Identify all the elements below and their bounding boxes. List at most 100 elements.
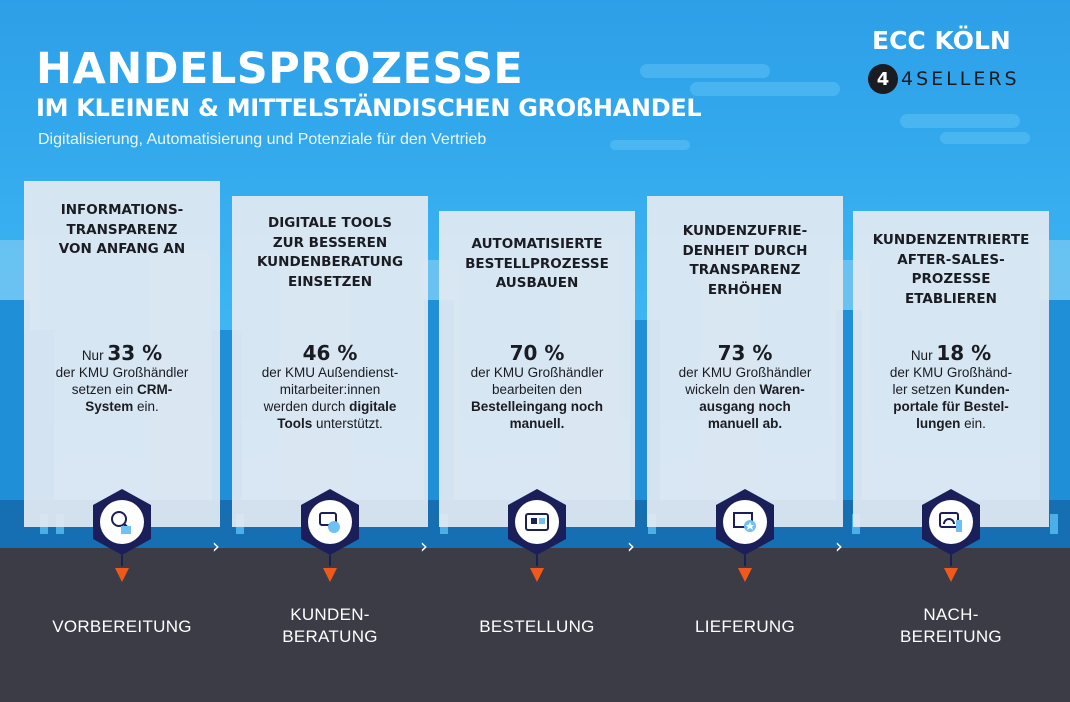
card-heading-line: KUNDENZUFRIE- — [682, 223, 808, 239]
stage-marker — [323, 568, 337, 582]
card-heading-line: ETABLIEREN — [905, 290, 997, 307]
stat-text-segment: ler setzen — [892, 382, 955, 397]
logo-text: 4SELLERS — [901, 68, 1020, 90]
card-heading-line: VON ANFANG AN — [58, 241, 186, 257]
stat-text-segment: werden durch — [263, 399, 350, 414]
card-heading-line: AFTER-SALES- — [897, 251, 1005, 268]
stat-text-segment: manuell ab. — [707, 416, 783, 431]
stat-text-line: manuell. — [439, 415, 635, 432]
chat-bubbles-icon — [319, 512, 340, 533]
stat-value-line: Nur 18 % — [853, 343, 1049, 364]
card-heading-line: PROZESSE — [911, 271, 991, 287]
stat-text-segment: ein. — [133, 399, 159, 414]
process-card: DIGITALE TOOLS ZUR BESSEREN KUNDENBERATUNG… — [232, 196, 428, 527]
stat-text-segment: digitale — [349, 399, 397, 414]
card-heading: KUNDENZUFRIE- DENHEIT DURCH TRANSPARENZ ERH… — [647, 196, 843, 300]
stat-text-segment: ein. — [960, 416, 986, 431]
stage-label: VORBEREITUNG — [22, 616, 222, 638]
stat-value: 46 % — [302, 341, 358, 365]
stat-text-segment: setzen ein — [71, 382, 138, 397]
stat-text-line: werden durch digitale — [232, 398, 428, 415]
card-heading-line: AUSBAUEN — [495, 275, 579, 291]
card-heading-line: DENHEIT DURCH — [682, 242, 808, 259]
stage-label-line: VORBEREITUNG — [52, 617, 192, 636]
logo-mark: 4 — [868, 64, 898, 94]
card-heading-line: DIGITALE TOOLS — [268, 215, 392, 231]
stat-text-segment: der KMU Großhändler — [678, 365, 812, 380]
card-heading-line: ERHÖHEN — [707, 281, 783, 298]
stat-text-segment: der KMU Großhändler — [55, 365, 189, 380]
process-card: KUNDENZUFRIE- DENHEIT DURCH TRANSPARENZ ERH… — [647, 196, 843, 527]
delivery-box-star-icon — [733, 512, 756, 532]
card-heading: KUNDENZENTRIERTE AFTER-SALES- PROZESSE ETAB… — [853, 211, 1049, 309]
stage-label-line: BERATUNG — [282, 627, 378, 646]
stat-text-segment: Waren- — [759, 382, 805, 397]
stage-hexagon — [508, 489, 566, 582]
stage-hexagon — [716, 489, 774, 582]
card-statistic: 73 % der KMU Großhändler wickeln den Waren… — [647, 343, 843, 432]
card-statistic: 46 % der KMU Außendienst-mitarbeiter:inne… — [232, 343, 428, 432]
page-title-sub: IM KLEINEN & MITTELSTÄNDISCHEN GROßHANDE… — [36, 94, 702, 122]
card-heading-line: EINSETZEN — [287, 273, 372, 290]
stat-text-line: der KMU Großhändler — [647, 364, 843, 381]
stage-label-line: BESTELLUNG — [479, 617, 595, 636]
stage-marker — [944, 568, 958, 582]
card-heading-line: AUTOMATISIERTE — [471, 236, 603, 252]
stat-text-segment: System — [85, 399, 134, 414]
page-title: HANDELSPROZESSE — [36, 44, 524, 94]
stat-text-segment: Kunden- — [954, 382, 1010, 397]
stat-text-line: Tools unterstützt. — [232, 415, 428, 432]
stage-label-line: KUNDEN- — [290, 605, 370, 624]
process-card: INFORMATIONS- TRANSPARENZ VON ANFANG AN Nur… — [24, 181, 220, 527]
card-heading-line: TRANSPARENZ — [689, 262, 801, 278]
chevron-right-icon: › — [420, 534, 428, 558]
stat-text-line: ler setzen Kunden- — [853, 381, 1049, 398]
card-heading-line: BESTELLPROZESSE — [465, 255, 609, 272]
card-heading: INFORMATIONS- TRANSPARENZ VON ANFANG AN — [24, 181, 220, 260]
chevron-right-icon: › — [627, 534, 635, 558]
stat-value: 70 % — [509, 341, 565, 365]
chevron-right-icon: › — [835, 534, 843, 558]
stat-prefix: Nur — [910, 348, 937, 363]
stage-label: KUNDEN- BERATUNG — [230, 604, 430, 648]
stat-text-segment: ausgang noch — [699, 399, 791, 414]
card-heading: DIGITALE TOOLS ZUR BESSEREN KUNDENBERATUNG… — [232, 196, 428, 292]
stat-text-segment: CRM- — [137, 382, 173, 397]
stage-hexagon — [93, 489, 151, 582]
stage-marker — [738, 568, 752, 582]
stage-label: LIEFERUNG — [645, 616, 845, 638]
stat-text-segment: wickeln den — [685, 382, 760, 397]
stat-text-line: der KMU Großhändler — [24, 364, 220, 381]
chevron-right-icon: › — [212, 534, 220, 558]
stat-text-line: mitarbeiter:innen — [232, 381, 428, 398]
card-heading-line: INFORMATIONS- — [60, 202, 184, 218]
stat-text-segment: mitarbeiter:innen — [279, 382, 381, 397]
stage-marker — [115, 568, 129, 582]
stat-text-segment: unterstützt. — [312, 416, 383, 431]
stage-label-line: BEREITUNG — [900, 627, 1002, 646]
stat-text-segment: Bestelleingang noch — [470, 399, 604, 414]
process-card: KUNDENZENTRIERTE AFTER-SALES- PROZESSE ETAB… — [853, 211, 1049, 527]
page-subtitle: Digitalisierung, Automatisierung und Pot… — [38, 131, 487, 148]
stat-text-segment: portale für Bestel- — [893, 399, 1009, 414]
online-shop-icon — [525, 513, 549, 531]
stat-value-line: 46 % — [232, 343, 428, 364]
stat-value-line: 73 % — [647, 343, 843, 364]
brand-ecc-koeln: ECC KÖLN — [872, 26, 1011, 55]
stat-text-line: wickeln den Waren- — [647, 381, 843, 398]
stat-text-segment: der KMU Großhändler — [470, 365, 604, 380]
stage-label-line: LIEFERUNG — [695, 617, 795, 636]
magnifier-person-icon — [111, 511, 131, 534]
stage-hexagon — [301, 489, 359, 582]
stat-text-line: der KMU Großhändler — [439, 364, 635, 381]
stage-label-line: NACH- — [923, 605, 979, 624]
stat-text-segment: lungen — [916, 416, 961, 431]
card-heading-line: TRANSPARENZ — [66, 221, 178, 238]
stat-value-line: 70 % — [439, 343, 635, 364]
stage-marker — [530, 568, 544, 582]
stat-text-segment: der KMU Außendienst- — [261, 365, 399, 380]
card-heading-line: KUNDENZENTRIERTE — [872, 232, 1030, 248]
stat-text-segment: manuell. — [509, 416, 565, 431]
card-statistic: Nur 33 % der KMU Großhändler setzen ein CR… — [24, 343, 220, 415]
card-heading-line: KUNDENBERATUNG — [256, 254, 404, 270]
